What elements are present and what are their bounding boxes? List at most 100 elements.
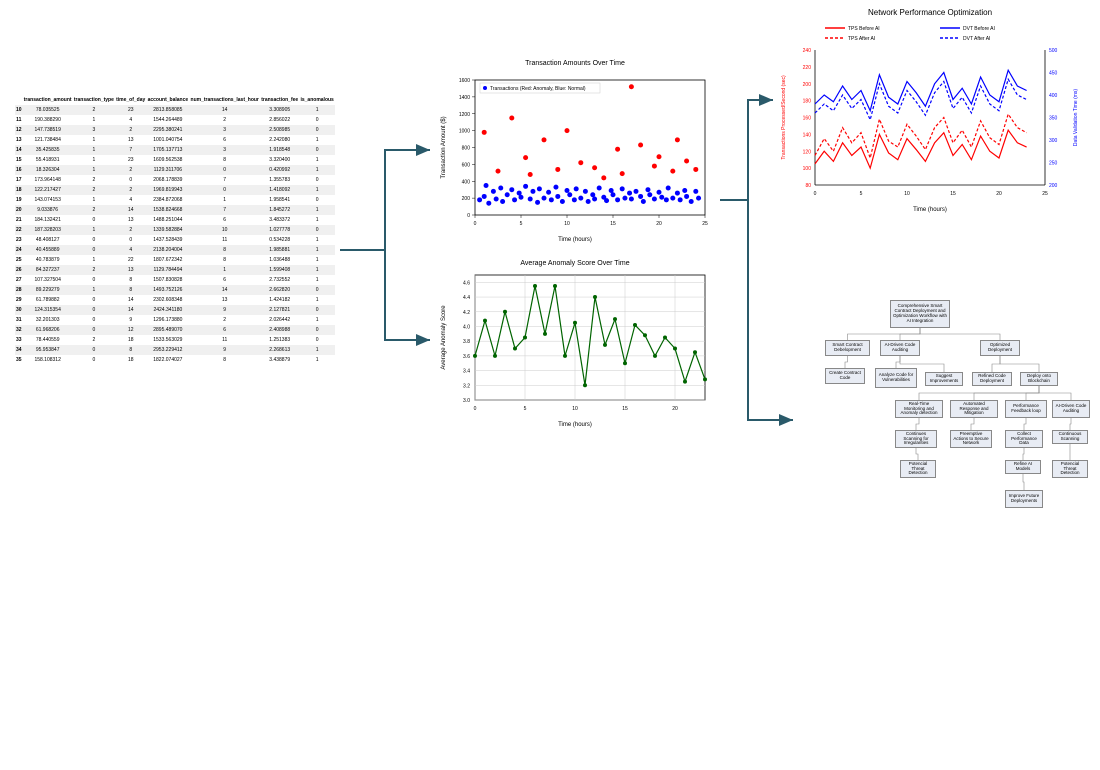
svg-text:200: 200 bbox=[803, 82, 812, 88]
col-header: time_of_day bbox=[115, 95, 146, 105]
svg-text:1600: 1600 bbox=[459, 78, 470, 84]
svg-text:3.6: 3.6 bbox=[463, 354, 470, 360]
svg-text:Time (hours): Time (hours) bbox=[558, 237, 592, 243]
transaction-table: transaction_amounttransaction_typetime_o… bbox=[15, 95, 335, 365]
col-header: is_anomalous bbox=[299, 95, 335, 105]
flow-node-analyze: Analyze Code for Vulnerabilities bbox=[875, 368, 917, 388]
flow-node-improve: Improve Future Deployments bbox=[1005, 490, 1043, 508]
svg-text:20: 20 bbox=[672, 406, 678, 412]
scatter-chart: Transaction Amounts Over Time Time (hours… bbox=[435, 55, 715, 245]
flow-node-deploy: Deploy onto Blockchain bbox=[1020, 372, 1058, 386]
svg-text:4.2: 4.2 bbox=[463, 310, 470, 316]
svg-text:15: 15 bbox=[610, 221, 616, 227]
svg-text:140: 140 bbox=[803, 132, 812, 138]
svg-text:Time (hours): Time (hours) bbox=[558, 422, 592, 428]
svg-text:20: 20 bbox=[996, 191, 1002, 197]
svg-text:350: 350 bbox=[1049, 116, 1058, 122]
svg-text:25: 25 bbox=[702, 221, 708, 227]
svg-text:Transaction Amount ($): Transaction Amount ($) bbox=[441, 116, 447, 178]
svg-text:TPS After AI: TPS After AI bbox=[848, 36, 875, 42]
flow-node-scan: Continues Scanning for Irregularities bbox=[895, 430, 937, 448]
flow-node-resp: Automated Response and Mitigation bbox=[950, 400, 998, 418]
flow-node-dev: Smart Contract Debelopment bbox=[825, 340, 870, 356]
svg-text:15: 15 bbox=[622, 406, 628, 412]
flow-node-mon: Real-Time Monitoring and Anomaly detecti… bbox=[895, 400, 943, 418]
svg-text:15: 15 bbox=[950, 191, 956, 197]
col-header: num_transactions_last_hour bbox=[189, 95, 260, 105]
flow-node-create: Create Contract Code bbox=[825, 368, 865, 384]
svg-text:500: 500 bbox=[1049, 48, 1058, 54]
svg-text:0: 0 bbox=[814, 191, 817, 197]
svg-text:5: 5 bbox=[860, 191, 863, 197]
flow-node-perf: Performance Feedback loop bbox=[1005, 400, 1047, 418]
network-perf-chart: Network Performance Optimization80100120… bbox=[775, 5, 1085, 215]
svg-text:120: 120 bbox=[803, 149, 812, 155]
svg-text:300: 300 bbox=[1049, 138, 1058, 144]
svg-text:Average Anomaly Score: Average Anomaly Score bbox=[441, 305, 447, 370]
col-header: transaction_amount bbox=[23, 95, 73, 105]
col-header bbox=[15, 95, 23, 105]
svg-text:1400: 1400 bbox=[459, 95, 470, 101]
svg-text:5: 5 bbox=[520, 221, 523, 227]
svg-text:4.0: 4.0 bbox=[463, 324, 470, 330]
svg-text:DVT After AI: DVT After AI bbox=[963, 36, 990, 42]
svg-text:400: 400 bbox=[462, 179, 471, 185]
svg-text:80: 80 bbox=[805, 183, 811, 189]
svg-text:Network Performance Optimizati: Network Performance Optimization bbox=[868, 8, 992, 17]
flow-node-refined: Refined Code Deployment bbox=[972, 372, 1012, 386]
svg-text:800: 800 bbox=[462, 146, 471, 152]
svg-text:220: 220 bbox=[803, 65, 812, 71]
svg-text:Average Anomaly Score Over Tim: Average Anomaly Score Over Time bbox=[520, 260, 629, 267]
col-header: transaction_type bbox=[73, 95, 115, 105]
svg-text:600: 600 bbox=[462, 162, 471, 168]
svg-text:1200: 1200 bbox=[459, 112, 470, 118]
arrow-line-to-flow bbox=[720, 200, 793, 420]
svg-text:180: 180 bbox=[803, 99, 812, 105]
svg-text:0: 0 bbox=[467, 213, 470, 219]
flow-node-suggest: Suggest Improvements bbox=[925, 372, 963, 386]
svg-text:DVT Before AI: DVT Before AI bbox=[963, 26, 995, 32]
svg-text:3.2: 3.2 bbox=[463, 383, 470, 389]
svg-text:0: 0 bbox=[474, 221, 477, 227]
svg-text:250: 250 bbox=[1049, 161, 1058, 167]
arrow-table-to-line bbox=[340, 250, 430, 340]
arrow-table-to-scatter bbox=[340, 150, 430, 250]
flow-node-opt: Optimized Deployment bbox=[980, 340, 1020, 356]
svg-text:5: 5 bbox=[524, 406, 527, 412]
svg-text:200: 200 bbox=[1049, 183, 1058, 189]
flow-node-aiaudit2: AI-Driven Code Auditing bbox=[1052, 400, 1090, 418]
flow-node-threat1: Potencial Threat Detection bbox=[900, 460, 936, 478]
flow-node-refine: Refine AI Models bbox=[1005, 460, 1041, 474]
svg-text:0: 0 bbox=[474, 406, 477, 412]
flow-node-threat2: Potencial Threat Detection bbox=[1052, 460, 1088, 478]
svg-text:Transactions Processed/Second: Transactions Processed/Second (sec) bbox=[781, 75, 787, 160]
svg-text:400: 400 bbox=[1049, 93, 1058, 99]
flow-node-collect: Collect Performance Data bbox=[1005, 430, 1043, 448]
flow-node-audit: AI-Driven Code Auditing bbox=[880, 340, 920, 356]
svg-text:100: 100 bbox=[803, 166, 812, 172]
svg-text:Transaction Amounts Over Time: Transaction Amounts Over Time bbox=[525, 60, 625, 67]
svg-text:Time (hours): Time (hours) bbox=[913, 207, 947, 213]
svg-text:3.4: 3.4 bbox=[463, 369, 470, 375]
svg-text:4.6: 4.6 bbox=[463, 280, 470, 286]
svg-text:3.0: 3.0 bbox=[463, 398, 470, 404]
svg-text:10: 10 bbox=[904, 191, 910, 197]
svg-text:1000: 1000 bbox=[459, 129, 470, 135]
flow-node-preempt: Preemptive Actions to Secure Network bbox=[950, 430, 992, 448]
svg-text:Transactions (Red: Anomaly, Bl: Transactions (Red: Anomaly, Blue: Normal… bbox=[490, 86, 586, 92]
svg-text:200: 200 bbox=[462, 196, 471, 202]
anomaly-line-chart: Average Anomaly Score Over Time Time (hou… bbox=[435, 255, 715, 430]
col-header: account_balance bbox=[146, 95, 189, 105]
svg-text:450: 450 bbox=[1049, 71, 1058, 77]
svg-text:10: 10 bbox=[572, 406, 578, 412]
svg-text:20: 20 bbox=[656, 221, 662, 227]
svg-text:10: 10 bbox=[564, 221, 570, 227]
workflow-flowchart: Comprehensive Smart Contract Deployment … bbox=[800, 300, 1090, 560]
svg-text:3.8: 3.8 bbox=[463, 339, 470, 345]
arrow-scatter-to-net bbox=[720, 100, 773, 200]
svg-text:Data Validation Time (ms): Data Validation Time (ms) bbox=[1073, 89, 1079, 146]
svg-text:TPS Before AI: TPS Before AI bbox=[848, 26, 880, 32]
svg-text:25: 25 bbox=[1042, 191, 1048, 197]
svg-text:240: 240 bbox=[803, 48, 812, 54]
col-header: transaction_fee bbox=[260, 95, 299, 105]
